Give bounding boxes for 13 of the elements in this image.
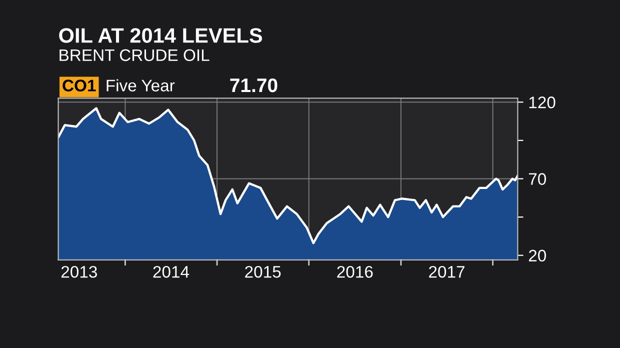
text: CO1 xyxy=(62,80,96,92)
text: 71.70 xyxy=(230,78,278,92)
y-tick-label: 70 xyxy=(528,173,546,185)
y-tick-label: 120 xyxy=(529,96,556,108)
y-tick-label: 20 xyxy=(528,250,546,262)
x-tick-label: 2013 xyxy=(61,266,97,278)
chart-title: OIL AT 2014 LEVELS xyxy=(59,28,262,43)
chart-subtitle: BRENT CRUDE OIL xyxy=(60,49,210,62)
text: Five Year xyxy=(106,79,175,92)
x-tick-label: 2016 xyxy=(337,266,373,278)
x-tick-label: 2014 xyxy=(153,266,190,278)
x-tick-label: 2017 xyxy=(429,266,464,278)
x-tick-label: 2015 xyxy=(245,266,281,278)
